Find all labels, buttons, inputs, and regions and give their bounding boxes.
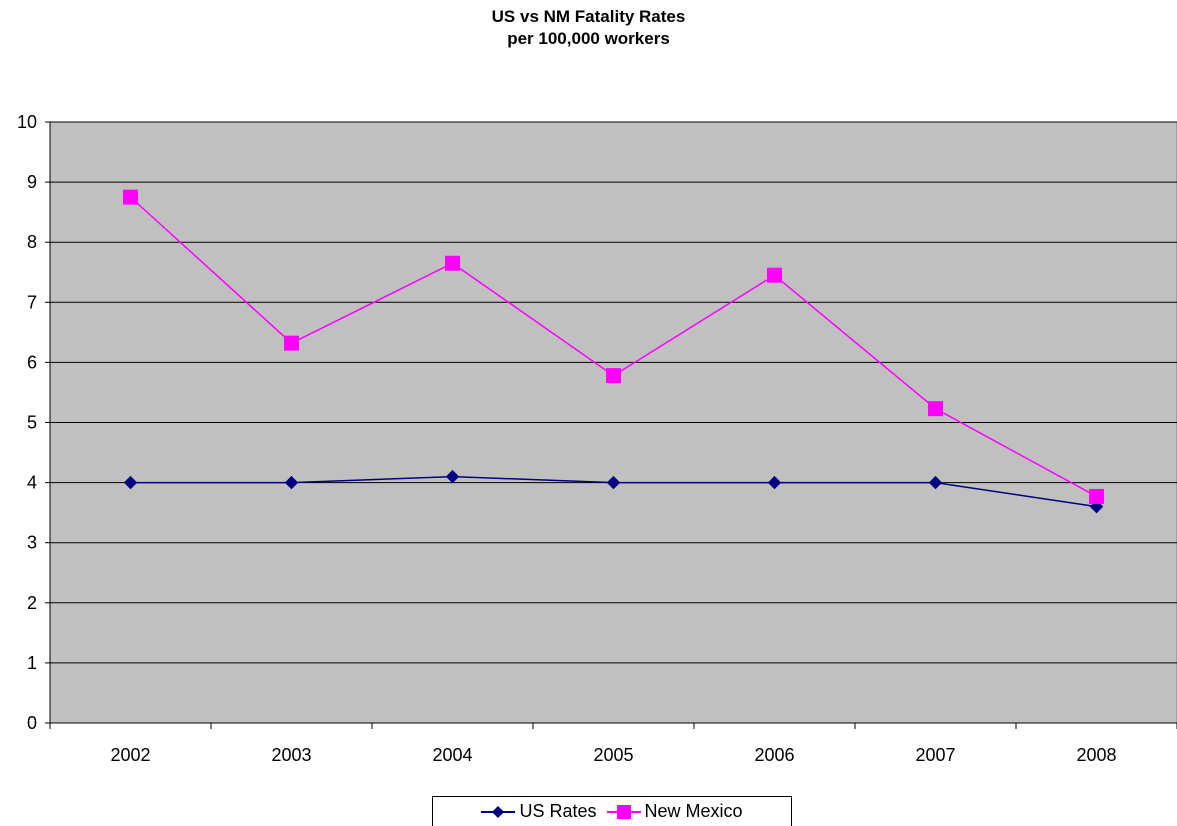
new-mexico-point [1089, 488, 1104, 504]
y-tick-label: 6 [27, 352, 37, 372]
new-mexico-point [928, 401, 943, 417]
legend-marker [481, 805, 516, 818]
chart-title-line1: US vs NM Fatality Rates [491, 7, 686, 26]
y-tick-label: 8 [27, 232, 37, 252]
x-tick-label: 2002 [110, 745, 150, 765]
legend-item: New Mexico [606, 801, 743, 822]
chart-subtitle: per 100,000 workers [507, 29, 670, 48]
x-tick-label: 2007 [915, 745, 955, 765]
x-tick-label: 2004 [432, 745, 472, 765]
y-tick-label: 7 [27, 292, 37, 312]
y-tick-label: 5 [27, 413, 37, 433]
new-mexico-point [123, 189, 138, 205]
us-rates-point [606, 475, 621, 490]
x-tick-label: 2006 [754, 745, 794, 765]
y-tick-label: 4 [27, 473, 37, 493]
x-tick-label: 2008 [1076, 745, 1116, 765]
new-mexico-point [767, 267, 782, 283]
new-mexico-point [606, 368, 621, 384]
us-rates-point [928, 475, 943, 490]
us-rates-point [445, 469, 460, 484]
legend-item: US Rates [481, 801, 597, 822]
y-tick-label: 9 [27, 172, 37, 192]
x-tick-label: 2003 [271, 745, 311, 765]
us-rates-point [284, 475, 299, 490]
y-tick-label: 0 [27, 713, 37, 733]
y-tick-label: 2 [27, 593, 37, 613]
us-rates-point [123, 475, 138, 490]
x-tick-label: 2005 [593, 745, 633, 765]
us-rates-point [767, 475, 782, 490]
chart-title: US vs NM Fatality Rates per 100,000 work… [0, 6, 1177, 50]
legend-label: New Mexico [644, 801, 743, 821]
legend-marker [606, 804, 641, 819]
new-mexico-point [284, 335, 299, 351]
legend: US Rates New Mexico [432, 796, 792, 826]
y-tick-label: 10 [17, 112, 37, 132]
y-tick-label: 3 [27, 533, 37, 553]
legend-label: US Rates [519, 801, 597, 821]
new-mexico-point [445, 255, 460, 271]
y-tick-label: 1 [27, 653, 37, 673]
